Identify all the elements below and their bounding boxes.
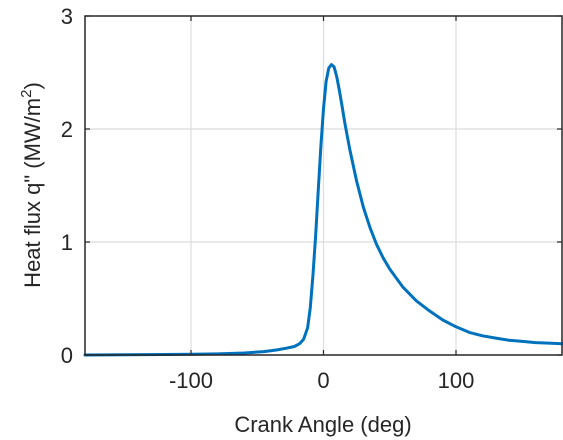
y-tick-label: 0 <box>61 343 73 368</box>
x-axis: -100 0 100 <box>169 16 474 393</box>
series-line-heat-flux <box>83 63 563 357</box>
y-tick-label: 1 <box>61 230 73 255</box>
y-axis: 0 1 2 3 <box>61 4 562 368</box>
x-tick-label: -100 <box>169 368 213 393</box>
y-tick-label: 2 <box>61 117 73 142</box>
x-tick-label: 100 <box>438 368 475 393</box>
y-axis-label-main: Heat flux q" (MW/m <box>20 98 45 288</box>
y-tick-label: 3 <box>61 4 73 29</box>
y-axis-label-superscript: 2 <box>18 90 35 98</box>
y-axis-label-end: ) <box>20 82 45 89</box>
x-axis-label: Crank Angle (deg) <box>234 412 411 437</box>
x-tick-label: 0 <box>317 368 329 393</box>
grid-lines <box>85 16 562 355</box>
y-axis-label: Heat flux q" (MW/m2) <box>18 82 45 288</box>
